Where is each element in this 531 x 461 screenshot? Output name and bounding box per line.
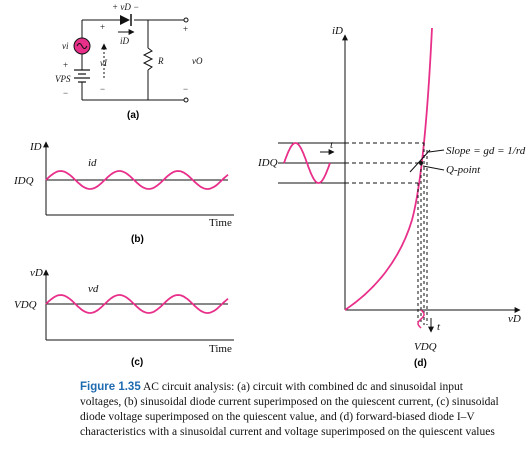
- figure-caption: Figure 1.35 AC circuit analysis: (a) cir…: [80, 380, 500, 440]
- id-wave-label: id: [88, 157, 97, 169]
- t-label-current: t: [330, 139, 334, 151]
- ac-source-symbol: [73, 37, 91, 55]
- panel-c-label: (c): [131, 357, 143, 368]
- vd-waveform: [45, 294, 229, 314]
- panel-c-plot: [43, 269, 234, 341]
- resistor-label: R: [157, 56, 164, 66]
- IDQ-level-label: IDQ: [13, 175, 34, 187]
- diode-symbol: [120, 14, 132, 26]
- panel-b-label: (b): [131, 234, 144, 245]
- panel-b-plot: [43, 141, 234, 216]
- IDQ-label-d: IDQ: [257, 157, 278, 169]
- t-label-voltage: t: [437, 321, 441, 333]
- vD-axis-label-d: vD: [508, 313, 521, 325]
- VDQ-label-d: VDQ: [414, 341, 437, 353]
- vO-minus: −: [183, 84, 188, 94]
- iD-axis-label: iD: [332, 25, 343, 37]
- iv-curve: [344, 27, 433, 311]
- vd-wave-label: vd: [88, 283, 99, 295]
- figure-number: Figure 1.35: [80, 381, 141, 393]
- diode-current-label: iD: [120, 36, 130, 46]
- VDQ-level-label: VDQ: [14, 299, 37, 311]
- battery-minus: −: [63, 88, 68, 98]
- id-waveform: [45, 170, 229, 190]
- diode-voltage-label: + vD −: [112, 2, 139, 12]
- output-voltage-label: vO: [192, 56, 203, 66]
- panel-d-plot: [278, 27, 521, 333]
- panel-a-label: (a): [127, 110, 139, 121]
- vI-plus: +: [100, 22, 105, 32]
- ID-axis-label: ID: [29, 141, 42, 153]
- current-sinusoid: [283, 142, 331, 184]
- vI-label: vI: [100, 58, 108, 68]
- panel-d-label: (d): [414, 358, 427, 369]
- vps-label: VPS: [55, 74, 71, 84]
- time-axis-label-b: Time: [209, 217, 232, 229]
- qpoint-label: Q-point: [446, 164, 481, 176]
- circuit-diagram: [81, 17, 189, 103]
- caption-text: AC circuit analysis: (a) circuit with co…: [80, 381, 499, 438]
- slope-label: Slope = gd = 1/rd: [446, 145, 526, 157]
- vD-axis-label: vD: [30, 267, 43, 279]
- voltage-sinusoid: [417, 309, 425, 329]
- vO-plus: +: [183, 24, 188, 34]
- vI-minus: −: [100, 84, 105, 94]
- source-vi-label: vi: [62, 41, 69, 51]
- battery-symbol: [74, 69, 90, 84]
- battery-plus: +: [63, 60, 68, 70]
- time-axis-label-c: Time: [209, 343, 232, 355]
